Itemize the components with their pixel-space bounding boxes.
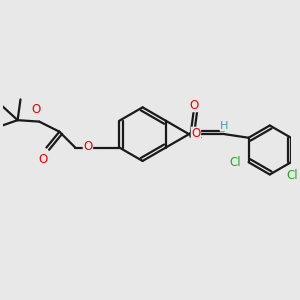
Text: H: H <box>220 121 229 131</box>
Text: Cl: Cl <box>229 156 241 169</box>
Text: O: O <box>32 103 41 116</box>
Text: O: O <box>191 127 201 140</box>
Text: O: O <box>38 153 48 166</box>
Text: O: O <box>83 140 92 153</box>
Text: Cl: Cl <box>286 169 298 182</box>
Text: O: O <box>189 99 198 112</box>
